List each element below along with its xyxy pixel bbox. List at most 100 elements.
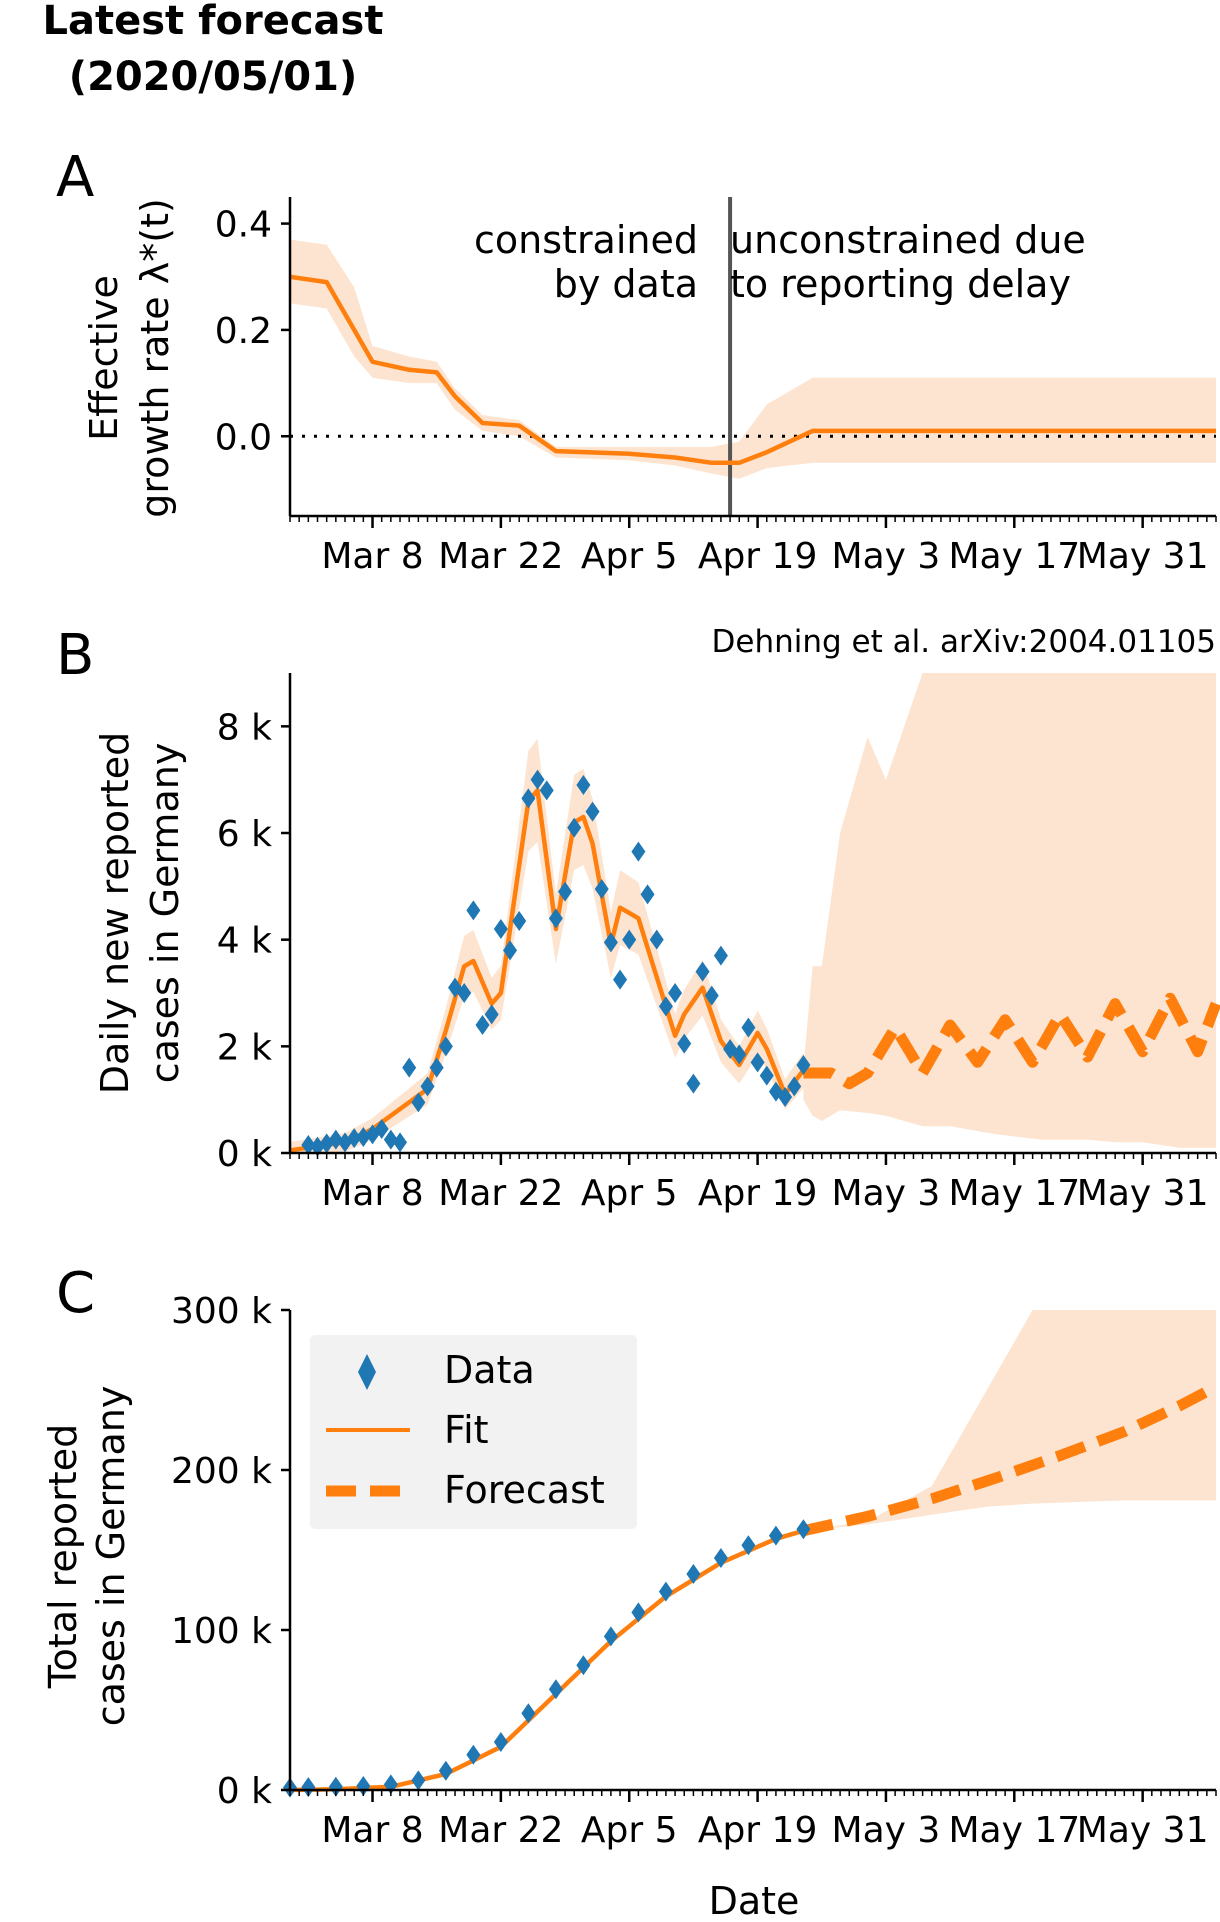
annotation-unconstrained-line2: to reporting delay	[730, 262, 1071, 306]
data-point	[677, 1033, 692, 1054]
panel-b-uncertainty-band	[803, 673, 1216, 1148]
x-tick-label: May 17	[948, 536, 1080, 577]
panel-c: C 0 k 100 k 200 k 300 k Mar 8 Mar 22 Apr 5 Apr …	[41, 1261, 1219, 1851]
x-tick-label: May 3	[832, 536, 941, 577]
data-point	[539, 780, 554, 801]
x-axis-label: Date	[709, 1879, 800, 1922]
data-point	[686, 1073, 701, 1094]
data-point	[438, 1036, 453, 1057]
data-point	[393, 1132, 408, 1153]
data-point	[402, 1057, 417, 1078]
data-point	[741, 1017, 756, 1038]
panel-c-forecast-line	[802, 1381, 1219, 1537]
data-point	[512, 911, 527, 931]
x-tick-label: Apr 19	[698, 536, 818, 577]
legend-fit-label: Fit	[444, 1408, 489, 1452]
panel-b-citation: Dehning et al. arXiv:2004.01105	[712, 624, 1216, 660]
x-tick-label: May 31	[1077, 536, 1209, 577]
panel-a-series-layer	[289, 274, 1216, 466]
x-tick-label: Mar 8	[321, 1810, 423, 1851]
y-tick-label: 4 k	[217, 921, 272, 962]
figure-title-line2: (2020/05/01)	[69, 54, 357, 100]
data-point	[429, 1057, 444, 1078]
data-point	[778, 1087, 793, 1107]
data-point	[484, 1004, 499, 1025]
x-tick-label: Apr 5	[581, 536, 678, 577]
data-point	[759, 1065, 774, 1086]
data-point	[768, 1525, 783, 1546]
panel-c-uncertainty-band	[803, 1310, 1216, 1531]
data-point	[704, 985, 719, 1006]
legend: Data Fit Forecast	[310, 1335, 637, 1529]
x-tick-label: Mar 22	[438, 1810, 563, 1851]
data-point	[356, 1127, 371, 1147]
data-point	[558, 881, 573, 902]
data-point	[741, 1535, 756, 1556]
x-tick-label: May 17	[948, 1810, 1080, 1851]
legend-forecast-label: Forecast	[444, 1468, 605, 1512]
data-point	[411, 1770, 426, 1791]
panel-b-data-layer	[301, 769, 811, 1157]
y-tick-label: 0.4	[215, 205, 272, 246]
data-point	[457, 983, 472, 1003]
data-point	[622, 929, 637, 950]
panel-b-letter: B	[56, 623, 94, 688]
panel-b-band-layer	[290, 673, 1216, 1153]
data-point	[576, 1655, 591, 1676]
panel-a-fit-line	[289, 274, 1216, 466]
panel-b-forecast-line	[803, 992, 1220, 1090]
data-point	[521, 1703, 536, 1724]
panel-c-data-layer	[283, 1519, 811, 1798]
panel-a-ylabel-line2: growth rate λ*(t)	[133, 198, 177, 518]
panel-c-ylabel-line2: cases in Germany	[89, 1386, 133, 1727]
y-tick-label: 200 k	[171, 1451, 272, 1492]
y-tick-label: 100 k	[171, 1611, 272, 1652]
data-point	[658, 1581, 673, 1602]
x-tick-label: Apr 19	[698, 1810, 818, 1851]
x-tick-label: Apr 19	[698, 1173, 818, 1214]
data-point	[503, 940, 518, 961]
panel-a: A constrained by data unconstrained due …	[56, 145, 1217, 577]
y-tick-label: 2 k	[217, 1027, 272, 1068]
data-point	[640, 884, 655, 905]
y-tick-label: 0 k	[217, 1134, 272, 1175]
y-tick-label: 6 k	[217, 814, 272, 855]
data-point	[548, 908, 563, 929]
data-point	[649, 929, 664, 950]
x-tick-label: May 3	[832, 1173, 941, 1214]
data-point	[594, 879, 609, 899]
data-point	[493, 1732, 508, 1752]
data-point	[374, 1119, 389, 1139]
x-tick-label: May 31	[1077, 1810, 1209, 1851]
data-point	[383, 1129, 398, 1150]
data-point	[613, 969, 628, 990]
x-tick-label: Mar 22	[438, 1173, 563, 1214]
x-tick-label: May 17	[948, 1173, 1080, 1214]
data-point	[475, 1015, 490, 1035]
x-tick-label: Mar 8	[321, 1173, 423, 1214]
y-tick-label: 8 k	[217, 707, 272, 748]
panel-a-letter: A	[56, 145, 94, 210]
panel-b: B Dehning et al. arXiv:2004.01105 0 k 2 k…	[56, 623, 1220, 1214]
data-point	[658, 996, 673, 1017]
data-point	[631, 841, 646, 862]
data-point	[796, 1055, 811, 1075]
data-point	[576, 775, 591, 795]
data-point	[668, 983, 683, 1003]
panel-a-band-layer	[290, 239, 1216, 479]
data-point	[713, 945, 728, 966]
y-tick-label: 0 k	[217, 1771, 272, 1812]
x-tick-label: Mar 22	[438, 536, 563, 577]
panel-c-fit-line	[289, 1528, 805, 1793]
panel-c-ylabel-line1: Total reported	[41, 1424, 85, 1689]
data-point	[301, 1777, 316, 1798]
annotation-constrained-line1: constrained	[474, 218, 698, 262]
data-point	[438, 1760, 453, 1781]
data-point	[603, 1626, 618, 1647]
panel-b-ylabel-line1: Daily new reported	[93, 732, 137, 1094]
data-point	[466, 900, 481, 921]
data-point	[695, 961, 710, 982]
panel-c-axes: 0 k 100 k 200 k 300 k Mar 8 Mar 22 Apr 5 Apr 19…	[171, 1291, 1217, 1851]
